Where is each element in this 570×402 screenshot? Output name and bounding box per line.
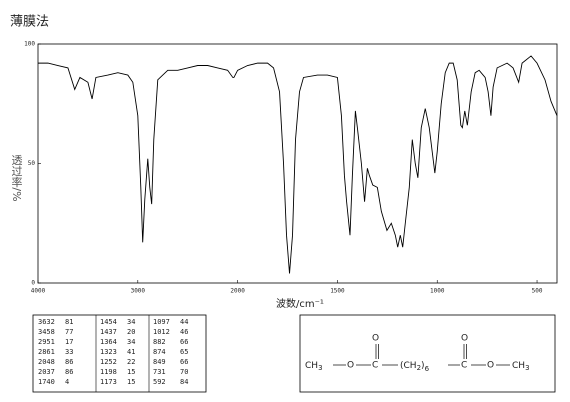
peak-cell: 731 (153, 368, 166, 376)
peak-cell: 1198 (100, 368, 117, 376)
atom: O (347, 361, 354, 371)
peak-cell: 1323 (100, 348, 117, 356)
y-tick-label: 50 (28, 160, 36, 167)
peak-cell: 2048 (38, 358, 55, 366)
structure-bonds (333, 344, 510, 366)
peak-cell: 2037 (38, 368, 55, 376)
peak-cell: 882 (153, 338, 166, 346)
peak-cell: 15 (127, 378, 135, 386)
x-tick-label: 1000 (430, 288, 445, 295)
atom: ) (421, 361, 425, 371)
peak-cell: 2951 (38, 338, 55, 346)
peak-cell: 4 (65, 378, 69, 386)
plot-frame (37, 43, 558, 284)
subscript: 3 (525, 364, 529, 372)
peak-cell: 44 (180, 318, 188, 326)
chart-title: 薄膜法 (10, 15, 49, 30)
peak-cell: 20 (127, 328, 135, 336)
peak-cell: 46 (180, 328, 188, 336)
atom: CH3 (305, 361, 323, 373)
peak-cell: 41 (127, 348, 135, 356)
atom: CH3 (512, 361, 530, 373)
peak-cell: 65 (180, 348, 188, 356)
peak-cell: 1252 (100, 358, 117, 366)
structure-frame (299, 314, 556, 393)
atom: C (461, 361, 467, 371)
peak-cell: 1097 (153, 318, 170, 326)
peak-cell: 1173 (100, 378, 117, 386)
peak-cell: 1454 (100, 318, 117, 326)
atom: (CH2)6 (400, 361, 430, 374)
peak-cell: 33 (65, 348, 73, 356)
peak-cell: 34 (127, 338, 135, 346)
peak-cell: 3458 (38, 328, 55, 336)
y-tick-label: 100 (24, 41, 35, 48)
atom: (CH (400, 361, 417, 371)
peak-cell: 86 (65, 358, 73, 366)
atom: C (372, 361, 378, 371)
x-tick-label: 2000 (230, 288, 245, 295)
peak-cell: 22 (127, 358, 135, 366)
spectrum-line (38, 55, 558, 274)
atom: O (372, 334, 379, 344)
peak-cell: 3632 (38, 318, 55, 326)
x-tick-label: 1500 (330, 288, 345, 295)
atom: O (461, 334, 468, 344)
structure: CH3 O C O (CH2)6 C O O CH3 (305, 334, 530, 374)
peak-cell: 1012 (153, 328, 170, 336)
peak-cell: 1364 (100, 338, 117, 346)
peak-cell: 84 (180, 378, 188, 386)
y-axis-label: 透过率/% (10, 154, 23, 201)
peak-cell: 592 (153, 378, 166, 386)
peak-cell: 81 (65, 318, 73, 326)
atom: O (487, 361, 494, 371)
peak-cell: 66 (180, 338, 188, 346)
subscript: 6 (425, 365, 430, 373)
peak-cell: 17 (65, 338, 73, 346)
peak-cell: 86 (65, 368, 73, 376)
x-tick-label: 500 (532, 288, 543, 295)
peak-cell: 15 (127, 368, 135, 376)
peak-cell: 849 (153, 358, 166, 366)
subscript: 3 (318, 364, 322, 372)
y-tick-label: 0 (31, 280, 35, 287)
peak-cell: 77 (65, 328, 73, 336)
peak-cell: 874 (153, 348, 166, 356)
peak-cell: 2861 (38, 348, 55, 356)
peak-cell: 66 (180, 358, 188, 366)
subscript: 2 (417, 364, 421, 372)
peak-table-frame (32, 314, 207, 393)
peak-cell: 1740 (38, 378, 55, 386)
peak-cell: 1437 (100, 328, 117, 336)
peak-cell: 70 (180, 368, 188, 376)
atom: CH (305, 361, 318, 371)
x-tick-label: 3000 (131, 288, 146, 295)
x-tick-label: 4000 (31, 288, 46, 295)
atom: CH (512, 361, 525, 371)
x-axis-label: 波数/cm⁻¹ (276, 297, 324, 310)
peak-cell: 34 (127, 318, 135, 326)
